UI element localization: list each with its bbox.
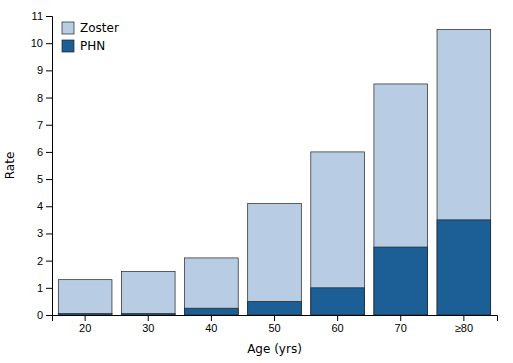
x-tick-mark xyxy=(337,315,338,321)
plot: 20 30 40 50 60 70 ≥80 0 1 2 3 4 5 6 7 8 9 10 11 Zoster PHN xyxy=(31,10,498,334)
y-tick-mark xyxy=(46,70,52,71)
x-tick-mark xyxy=(148,315,149,321)
y-tick-mark xyxy=(46,125,52,126)
y-tick-label: 6 xyxy=(37,146,43,158)
x-tick-label: 60 xyxy=(331,322,343,334)
y-tick-label: 9 xyxy=(37,64,43,76)
x-tick-label: 70 xyxy=(395,322,407,334)
x-tick: 60 xyxy=(331,315,343,334)
y-tick-label: 1 xyxy=(37,282,43,294)
y-tick-label: 2 xyxy=(37,255,43,267)
y-tick-label: 10 xyxy=(31,37,43,49)
y-tick-label: 8 xyxy=(37,92,43,104)
y-tick-mark xyxy=(46,315,52,316)
y-tick: 11 xyxy=(32,10,52,22)
x-tick-mark xyxy=(85,315,86,321)
x-tick: ≥80 xyxy=(455,315,473,334)
y-axis: 0 1 2 3 4 5 6 7 8 9 10 11 xyxy=(31,10,53,321)
bar xyxy=(437,220,491,315)
y-tick: 2 xyxy=(37,255,52,267)
x-axis-line xyxy=(53,316,498,322)
y-tick: 3 xyxy=(37,227,52,239)
x-tick-mark xyxy=(463,315,464,321)
bar xyxy=(185,308,239,315)
legend: Zoster PHN xyxy=(62,21,119,53)
y-tick-mark xyxy=(46,43,52,44)
bars xyxy=(58,30,490,315)
bar xyxy=(374,84,428,315)
bar xyxy=(374,247,428,315)
y-tick-mark xyxy=(46,206,52,207)
x-tick-mark xyxy=(211,315,212,321)
y-tick: 7 xyxy=(37,119,52,131)
y-tick-mark xyxy=(46,16,52,17)
x-tick: 70 xyxy=(395,315,407,334)
legend-swatch xyxy=(62,40,74,52)
x-tick: 40 xyxy=(205,315,217,334)
bar xyxy=(248,301,302,315)
legend-item: PHN xyxy=(62,39,105,53)
y-axis-title: Rate xyxy=(3,152,17,180)
y-tick: 4 xyxy=(37,200,52,212)
bar-series xyxy=(58,30,490,315)
legend-item: Zoster xyxy=(62,21,119,35)
y-tick-mark xyxy=(46,233,52,234)
x-tick-label: ≥80 xyxy=(455,322,473,334)
y-tick: 0 xyxy=(37,309,52,321)
bar xyxy=(311,288,365,315)
y-tick-mark xyxy=(46,152,52,153)
x-tick-mark xyxy=(400,315,401,321)
chart: 20 30 40 50 60 70 ≥80 0 1 2 3 4 5 6 7 8 9 10 11 Zoster PHN Ag… xyxy=(0,0,513,363)
y-tick-mark xyxy=(46,179,52,180)
y-tick: 1 xyxy=(37,282,52,294)
legend-label: Zoster xyxy=(80,21,119,35)
bar xyxy=(58,280,112,315)
y-tick-label: 3 xyxy=(37,227,43,239)
y-tick-mark xyxy=(46,261,52,262)
x-axis: 20 30 40 50 60 70 ≥80 xyxy=(53,315,498,334)
x-tick: 20 xyxy=(79,315,91,334)
y-tick-label: 5 xyxy=(37,173,43,185)
y-tick: 10 xyxy=(31,37,52,49)
x-tick: 50 xyxy=(268,315,280,334)
bar xyxy=(121,272,175,315)
bar xyxy=(121,314,175,315)
y-tick: 6 xyxy=(37,146,52,158)
y-tick: 5 xyxy=(37,173,52,185)
x-tick-label: 40 xyxy=(205,322,217,334)
y-axis-line xyxy=(46,17,53,316)
y-tick-label: 0 xyxy=(37,309,43,321)
legend-label: PHN xyxy=(80,39,105,53)
y-tick-label: 4 xyxy=(37,200,43,212)
x-tick-label: 20 xyxy=(79,322,91,334)
legend-swatch xyxy=(62,22,74,34)
y-tick-mark xyxy=(46,288,52,289)
y-tick: 9 xyxy=(37,64,52,76)
x-tick-label: 50 xyxy=(268,322,280,334)
x-tick-mark xyxy=(274,315,275,321)
x-tick: 30 xyxy=(142,315,154,334)
bar xyxy=(248,204,302,315)
bar xyxy=(437,30,491,315)
bar xyxy=(311,152,365,315)
x-axis-title: Age (yrs) xyxy=(247,342,302,356)
y-tick: 8 xyxy=(37,92,52,104)
x-tick-label: 30 xyxy=(142,322,154,334)
bar-series xyxy=(58,220,490,315)
y-tick-label: 7 xyxy=(37,119,43,131)
y-tick-label: 11 xyxy=(32,10,43,22)
bar xyxy=(185,258,239,315)
y-tick-mark xyxy=(46,98,52,99)
bar xyxy=(58,314,112,315)
